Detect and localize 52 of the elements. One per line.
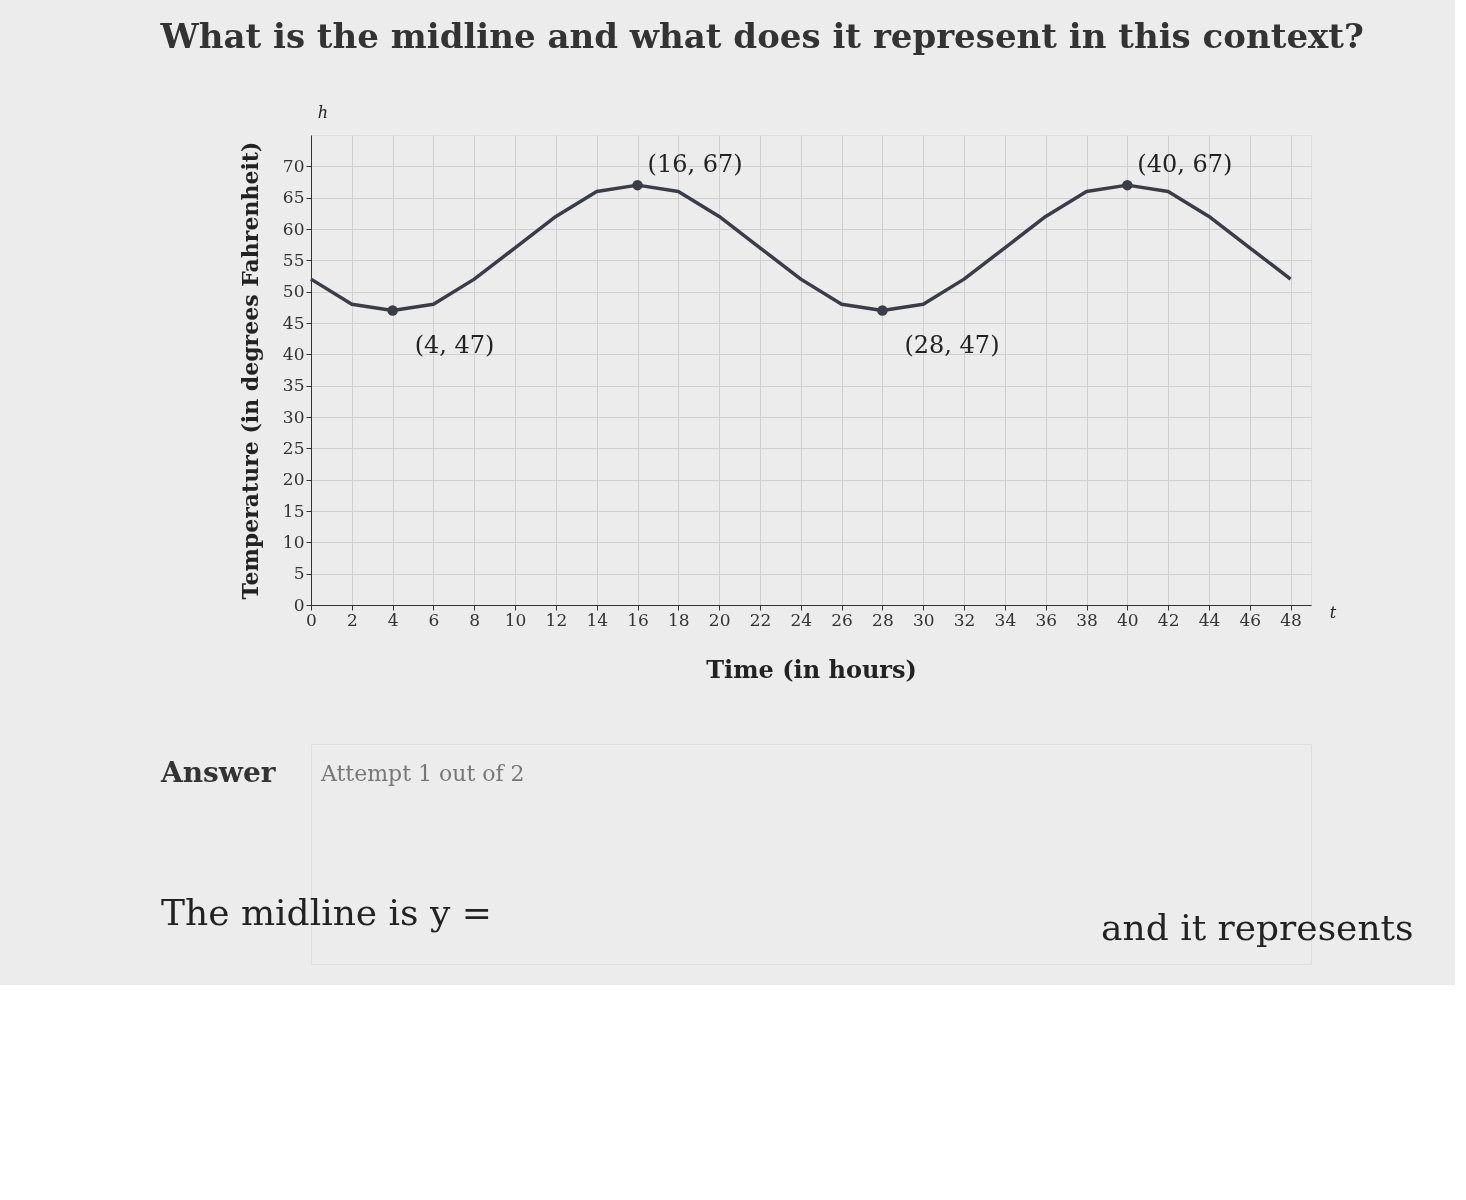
chart-title: What is the midline and what does it represent in this context?	[159, 15, 1364, 56]
x-tick-label: 26	[831, 609, 853, 630]
y-tick-label: 20	[282, 469, 305, 490]
y-tick-label: 25	[282, 437, 305, 458]
x-axis-title: Time (in hours)	[706, 654, 917, 684]
text: and it represents	[1101, 907, 1414, 948]
y-tick-label: 45	[282, 312, 305, 333]
x-tick-label: 38	[1076, 609, 1098, 630]
text: t	[1329, 603, 1337, 622]
x-tick-label: 18	[668, 609, 690, 630]
y-tick-label: 15	[282, 500, 305, 521]
x-tick-label: 22	[749, 609, 772, 630]
x-tick-label: 10	[504, 609, 527, 630]
y-tick-label: 30	[282, 406, 305, 427]
x-tick-label: 20	[708, 609, 731, 630]
x-tick-label: 46	[1239, 609, 1262, 630]
y-tick-label: 60	[282, 218, 305, 239]
text: Answer	[160, 756, 277, 789]
annotation: (28, 47)	[904, 331, 1000, 360]
x-tick-label: 16	[627, 609, 649, 630]
annotation: (4, 47)	[414, 331, 495, 360]
x-tick-label: 6	[428, 609, 440, 630]
y-tick-label: 10	[282, 531, 305, 552]
x-tick-label: 40	[1117, 609, 1139, 630]
y-tick-label: 5	[293, 563, 305, 584]
y-tick-label: 65	[282, 187, 305, 208]
x-tick-label: 2	[346, 609, 358, 630]
y-tick-label: 40	[282, 343, 305, 364]
y-axis-title: Temperature (in degrees Fahrenheit)	[236, 141, 263, 600]
text: Attempt 1 out of 2	[320, 761, 525, 786]
x-tick-label: 28	[872, 609, 894, 630]
y-tick-label: 0	[293, 594, 305, 615]
annotation: (16, 67)	[647, 150, 743, 179]
x-tick-label: 30	[912, 609, 935, 630]
x-tick-label: 42	[1157, 609, 1180, 630]
text: h	[317, 103, 329, 122]
y-tick-label: 50	[282, 281, 305, 302]
x-tick-label: 12	[545, 609, 568, 630]
x-tick-label: 14	[586, 609, 609, 630]
y-tick-label: 70	[282, 155, 305, 176]
x-tick-label: 48	[1280, 609, 1302, 630]
x-tick-label: 44	[1198, 609, 1221, 630]
x-tick-label: 34	[994, 609, 1017, 630]
x-tick-label: 32	[953, 609, 976, 630]
x-tick-label: 36	[1035, 609, 1058, 630]
annotation: (40, 67)	[1137, 150, 1233, 179]
x-tick-label: 24	[790, 609, 813, 630]
text: The midline is y =	[161, 892, 492, 933]
y-tick-label: 35	[282, 375, 305, 396]
x-tick-label: 4	[387, 609, 399, 630]
x-tick-label: 8	[469, 609, 481, 630]
y-tick-label: 55	[282, 249, 305, 270]
